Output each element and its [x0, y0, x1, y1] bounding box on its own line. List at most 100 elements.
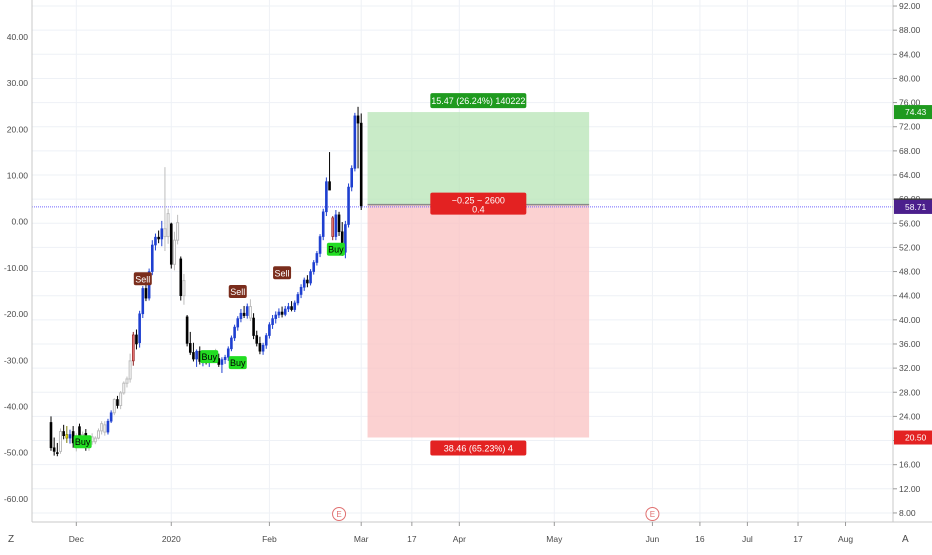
candle-body — [230, 337, 233, 350]
candle-body — [318, 236, 322, 254]
candle-body — [223, 356, 227, 360]
candle-body — [290, 306, 293, 310]
candle-body — [49, 422, 53, 449]
right-axis-tick-label: 64.00 — [899, 170, 921, 180]
right-axis-tick-label: 52.00 — [899, 242, 921, 252]
candle-body — [128, 360, 132, 380]
position-zones[interactable] — [367, 112, 590, 438]
entry-label-text: −0.25 ~ 2600 — [452, 196, 505, 206]
candle-body — [109, 412, 113, 422]
candle-body — [356, 115, 360, 124]
candle-body — [293, 302, 297, 310]
candle-body — [296, 294, 300, 304]
right-axis-tick-label: 72.00 — [899, 122, 921, 132]
candle-body — [154, 236, 157, 246]
candle-body — [157, 236, 160, 240]
earnings-marker[interactable] — [332, 507, 347, 521]
candle-body — [163, 228, 167, 238]
sell-signal — [133, 272, 152, 286]
candle-body — [242, 312, 246, 316]
left-axis-tick-label: 0.00 — [11, 217, 28, 227]
x-axis-tick-label: 16 — [695, 534, 705, 544]
price-label-text: 74.43 — [905, 107, 927, 117]
price-label-box[interactable] — [894, 430, 932, 445]
earnings-marker-label: E — [650, 510, 655, 519]
candle-body — [106, 420, 110, 433]
candle-body — [277, 311, 281, 316]
candle-body — [334, 214, 338, 237]
x-axis-tick-label: Aug — [838, 534, 853, 544]
candle-body — [188, 343, 192, 353]
candle-body — [239, 312, 243, 319]
sell-signal — [273, 266, 292, 280]
profit-zone[interactable] — [367, 112, 590, 205]
left-axis-tick-label: 10.00 — [7, 171, 29, 181]
candle-body — [337, 214, 341, 233]
right-axis-tick-label: 24.00 — [899, 411, 921, 421]
signals: Buy Sell Buy Sell Buy Sell Buy — [73, 242, 345, 449]
buy-signal — [326, 242, 345, 256]
candle-body — [52, 447, 56, 452]
sell-signal-label: Sell — [135, 274, 150, 284]
left-axis-tick-label: 20.00 — [7, 124, 29, 134]
candle-body — [135, 334, 138, 345]
candle-body — [233, 326, 236, 339]
left-axis-tick-label: -50.00 — [4, 448, 28, 458]
profit-label-text: 15.47 (26.24%) 140222 — [431, 96, 525, 106]
buy-signal — [200, 350, 219, 364]
axes[interactable]: 40.00 30.00 20.00 10.00 0.00 -10.00 -20.00 -30.… — [4, 0, 932, 544]
candle-body — [112, 398, 116, 414]
x-axis-tick-label: Feb — [262, 534, 277, 544]
candle-body — [185, 316, 189, 344]
candle-body — [96, 430, 100, 439]
candle-body — [261, 344, 265, 352]
candles — [49, 106, 363, 457]
auto-scale-button[interactable]: A — [902, 534, 909, 545]
loss-zone[interactable] — [367, 204, 590, 438]
left-axis-tick-label: -40.00 — [4, 402, 28, 412]
buy-signal-label: Buy — [75, 437, 91, 447]
candle-body — [299, 286, 303, 295]
right-axis-tick-label: 8.00 — [899, 508, 916, 518]
candle-body — [160, 228, 164, 240]
price-label-box[interactable] — [894, 105, 932, 120]
entry-label — [430, 192, 527, 215]
right-axis-tick-label: 40.00 — [899, 315, 921, 325]
earnings-marker-label: E — [336, 510, 341, 519]
candle-body — [182, 280, 186, 297]
candle-body — [93, 437, 97, 443]
candle-body — [150, 244, 154, 272]
candle-body — [169, 223, 173, 265]
x-axis-tick-label: 17 — [407, 534, 417, 544]
x-axis-tick-label: Mar — [354, 534, 369, 544]
candle-body — [347, 186, 350, 225]
candle-body — [122, 382, 126, 394]
candle-body — [274, 314, 278, 319]
profit-label — [430, 93, 527, 109]
candle-body — [287, 306, 290, 310]
right-axis-tick-label: 76.00 — [899, 98, 921, 108]
right-axis-tick-label: 88.00 — [899, 25, 921, 35]
left-axis-tick-label: -30.00 — [4, 355, 28, 365]
loss-label — [430, 440, 527, 456]
price-label-box[interactable] — [894, 199, 932, 214]
left-axis-tick-label: -10.00 — [4, 263, 28, 273]
x-axis-tick-label: Apr — [453, 534, 466, 544]
timezone-icon[interactable]: Z — [8, 534, 14, 545]
right-axis-tick-label: 48.00 — [899, 267, 921, 277]
candle-body — [312, 262, 316, 272]
sell-signal — [228, 284, 247, 298]
right-axis-tick-label: 84.00 — [899, 49, 921, 59]
earnings-marker[interactable] — [645, 507, 660, 521]
right-axis-tick-label: 28.00 — [899, 387, 921, 397]
candle-body — [271, 318, 274, 325]
buy-signal-label: Buy — [328, 245, 344, 255]
left-axis-tick-label: -20.00 — [4, 309, 28, 319]
candle-body — [325, 181, 328, 213]
candle-body — [258, 343, 262, 352]
right-axis-tick-label: 56.00 — [899, 218, 921, 228]
candle-body — [359, 122, 363, 207]
